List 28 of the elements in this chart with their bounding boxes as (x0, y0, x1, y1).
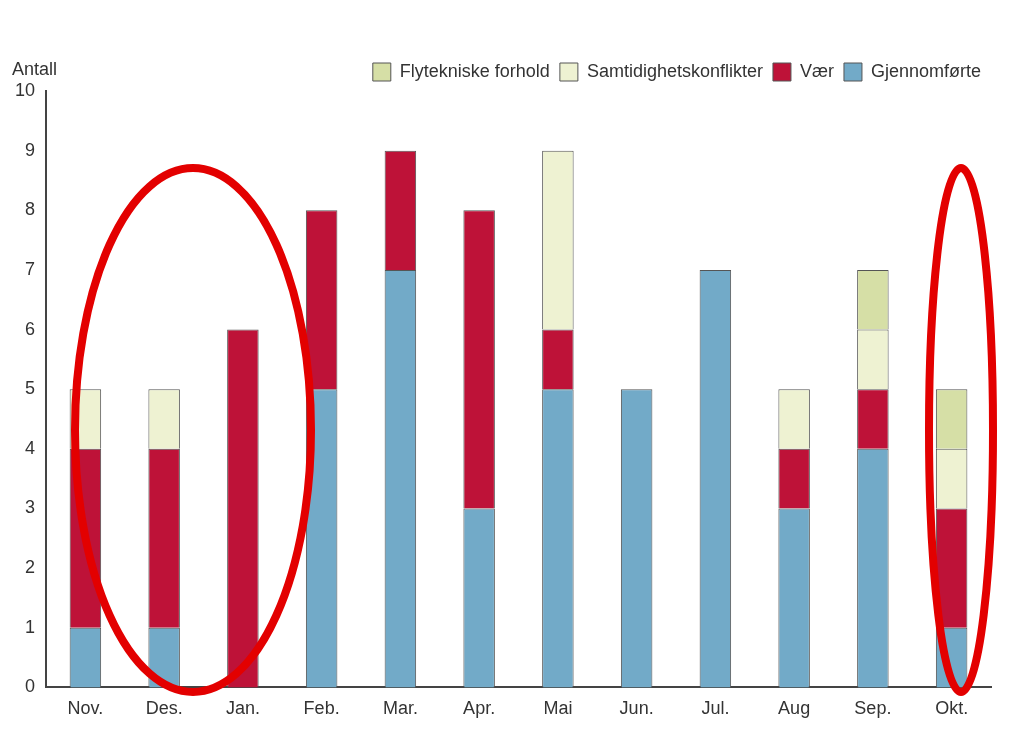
x-tick-label: Nov. (67, 698, 104, 719)
x-tick-label: Mar. (382, 698, 418, 719)
legend-label: Flytekniske forhold (399, 60, 550, 81)
y-tick-label: 9 (25, 139, 36, 160)
x-tick-label: Aug (778, 698, 811, 719)
y-tick-label: 6 (25, 318, 36, 339)
y-tick-label: 4 (25, 437, 36, 458)
y-tick-label: 0 (25, 676, 36, 697)
y-tick-label: 8 (25, 199, 36, 220)
y-tick-label: 5 (25, 378, 36, 399)
y-tick-label: 7 (25, 258, 36, 279)
y-tick-label: 1 (25, 616, 36, 637)
x-tick-label: Jan. (225, 698, 260, 719)
y-tick-label: 3 (25, 497, 36, 518)
legend-label: Samtidighetskonflikter (586, 60, 763, 81)
x-tick-label: Okt. (935, 698, 969, 719)
x-tick-label: Jun. (619, 698, 654, 719)
x-tick-label: Sep. (854, 698, 892, 719)
legend-label: Gjennomførte (870, 60, 982, 81)
y-axis-title: Antall (12, 58, 58, 79)
x-tick-label: Apr. (463, 698, 496, 719)
y-tick-label: 2 (25, 557, 36, 578)
y-tick-label: 10 (14, 79, 36, 100)
legend-label: Vær (799, 60, 834, 81)
x-tick-label: Des. (145, 698, 183, 719)
x-tick-label: Feb. (303, 698, 340, 719)
x-tick-label: Mai (543, 698, 573, 719)
x-tick-label: Jul. (701, 698, 730, 719)
